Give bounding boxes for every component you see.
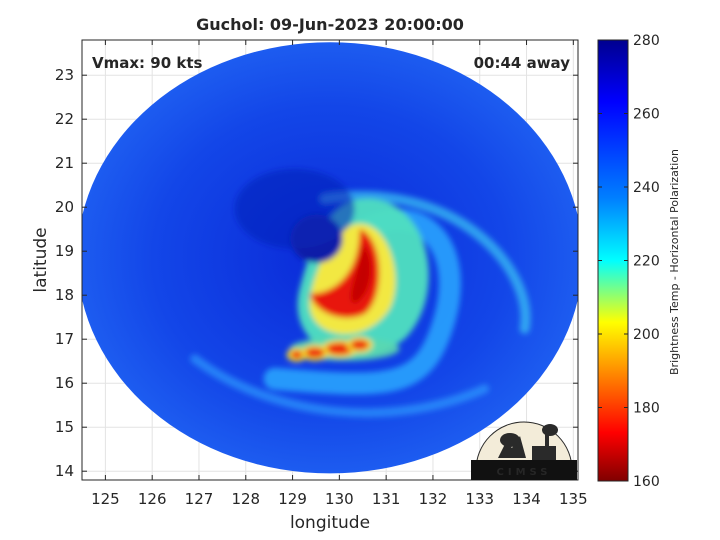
x-tick-label: 131: [372, 490, 401, 508]
colorbar-tick-label: 260: [633, 107, 660, 123]
colorbar-tick-label: 160: [633, 474, 660, 490]
rainband-cell: [290, 350, 303, 359]
y-tick-label: 21: [55, 154, 74, 172]
spiral-band-east: [263, 208, 461, 395]
colorbar-tick-label: 200: [633, 327, 660, 343]
time-offset-annotation: 00:44 away: [474, 54, 571, 72]
colorbar-tick-label: 240: [633, 180, 660, 196]
swath-image: [82, 42, 578, 474]
storm-features: [190, 168, 531, 418]
logo-text: CIMSS: [497, 467, 552, 478]
y-tick-label: 16: [55, 374, 74, 392]
spiral-band-south: [190, 354, 490, 418]
chart-title: Guchol: 09-Jun-2023 20:00:00: [196, 15, 464, 34]
cimss-logo: CIMSS: [471, 421, 577, 480]
y-tick-label: 14: [55, 462, 74, 480]
y-tick-label: 23: [55, 66, 74, 84]
dark-region-north: [234, 168, 355, 249]
x-tick-label: 127: [185, 490, 214, 508]
y-tick-label: 15: [55, 418, 74, 436]
colorbar-label: Brightness Temp - Horizontal Polarizatio…: [668, 149, 681, 375]
spiral-band-outer: [319, 191, 531, 334]
colorbar-tick-label: 220: [633, 254, 660, 270]
x-tick-label: 128: [231, 490, 260, 508]
x-tick-label: 135: [559, 490, 588, 508]
x-axis-label: longitude: [290, 513, 370, 533]
y-axis: 14 15 16 17 18 19 20 21 22 23: [55, 66, 578, 480]
x-tick-label: 134: [512, 490, 541, 508]
y-axis-label: latitude: [31, 227, 51, 292]
y-tick-label: 22: [55, 110, 74, 128]
colorbar: [597, 39, 629, 482]
vmax-annotation: Vmax: 90 kts: [92, 54, 202, 72]
y-tick-label: 20: [55, 198, 74, 216]
rainband-cell: [350, 339, 369, 350]
rainband-cell: [325, 342, 354, 355]
x-tick-label: 133: [465, 490, 494, 508]
y-tick-label: 18: [55, 286, 74, 304]
colorbar-ticks: 160 180 200 220 240 260 280: [598, 33, 660, 490]
eyewall-core: [350, 243, 372, 304]
x-tick-label: 125: [91, 490, 120, 508]
x-tick-label: 126: [138, 490, 167, 508]
colorbar-tick-label: 180: [633, 401, 660, 417]
y-tick-label: 17: [55, 330, 74, 348]
x-tick-label: 129: [278, 490, 307, 508]
x-axis: 125 126 127 128 129 130 131 132 133 134 135: [91, 40, 588, 508]
x-tick-label: 130: [325, 490, 354, 508]
x-tick-label: 132: [419, 490, 448, 508]
plot-frame: [81, 39, 579, 481]
colorbar-tick-label: 280: [633, 33, 660, 49]
y-tick-label: 19: [55, 242, 74, 260]
rainband-cell: [304, 347, 325, 358]
